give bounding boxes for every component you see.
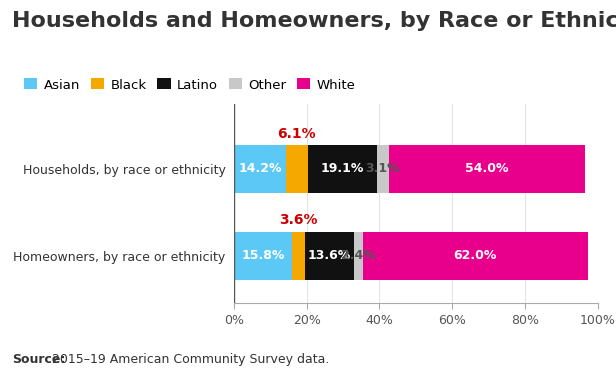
Bar bbox=[234, 232, 291, 279]
Bar bbox=[363, 232, 588, 279]
Bar bbox=[234, 145, 286, 193]
Text: 19.1%: 19.1% bbox=[321, 162, 364, 175]
Text: 15.8%: 15.8% bbox=[241, 249, 285, 262]
Bar bbox=[308, 145, 377, 193]
Text: 13.6%: 13.6% bbox=[307, 249, 351, 262]
Bar bbox=[354, 232, 363, 279]
Text: 2.4%: 2.4% bbox=[341, 249, 376, 262]
Bar bbox=[291, 232, 304, 279]
Legend: Asian, Black, Latino, Other, White: Asian, Black, Latino, Other, White bbox=[19, 73, 361, 97]
Bar bbox=[286, 145, 308, 193]
Text: Source:: Source: bbox=[12, 353, 66, 366]
Bar bbox=[389, 145, 585, 193]
Text: 6.1%: 6.1% bbox=[277, 127, 316, 141]
Text: 3.1%: 3.1% bbox=[366, 162, 400, 175]
Text: 14.2%: 14.2% bbox=[238, 162, 282, 175]
Bar bbox=[304, 232, 354, 279]
Text: 54.0%: 54.0% bbox=[465, 162, 508, 175]
Bar bbox=[377, 145, 389, 193]
Text: 2015–19 American Community Survey data.: 2015–19 American Community Survey data. bbox=[52, 353, 330, 366]
Text: 62.0%: 62.0% bbox=[454, 249, 497, 262]
Text: Households and Homeowners, by Race or Ethnicity: Households and Homeowners, by Race or Et… bbox=[12, 11, 616, 31]
Text: 3.6%: 3.6% bbox=[279, 213, 317, 228]
